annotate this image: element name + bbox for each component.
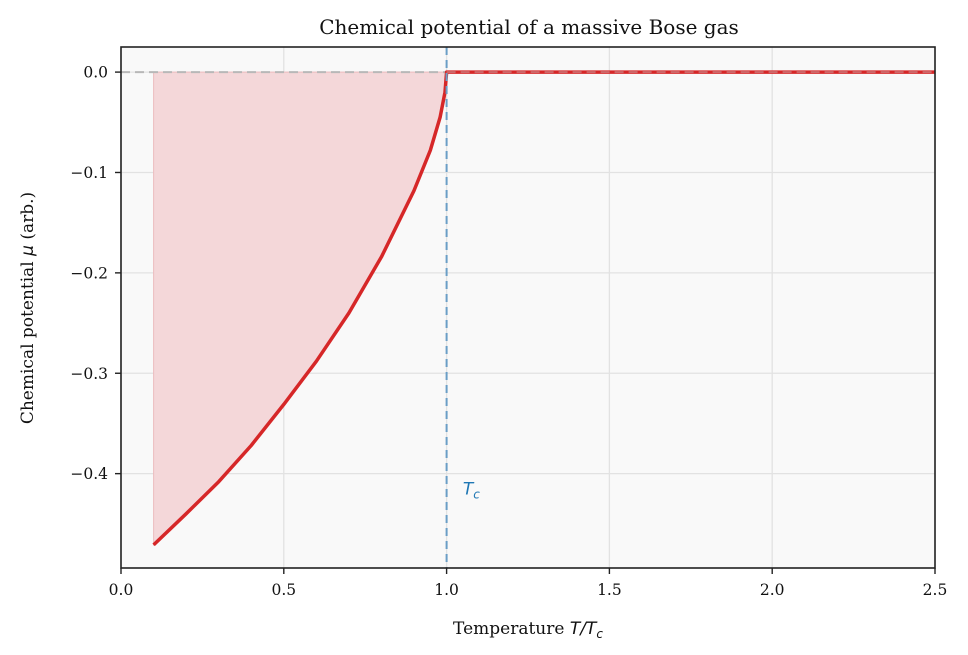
y-tick-label: 0.0 [83, 64, 108, 82]
mu-curve [152, 70, 935, 547]
tc-annotation: Tc [463, 480, 480, 502]
x-axis-ticks: 0.0 0.5 1.0 1.5 2.0 2.5 [109, 568, 948, 599]
y-axis-label: Chemical potential μ (arb.) [18, 192, 38, 424]
y-tick-label: −0.4 [70, 465, 108, 483]
x-tick-label: 0.5 [271, 581, 296, 599]
x-axis-label: Temperature T/Tc [453, 619, 603, 641]
x-tick-label: 2.5 [923, 581, 948, 599]
y-tick-label: −0.2 [70, 264, 108, 282]
x-tick-label: 0.0 [109, 581, 134, 599]
y-tick-label: −0.3 [70, 365, 108, 383]
x-tick-label: 2.0 [760, 581, 785, 599]
x-tick-label: 1.5 [597, 581, 622, 599]
x-tick-label: 1.0 [434, 581, 459, 599]
axes-frame [120, 46, 936, 569]
chart-title: Chemical potential of a massive Bose gas [319, 15, 739, 39]
y-axis-ticks: 0.0 −0.1 −0.2 −0.3 −0.4 [70, 64, 121, 483]
y-tick-label: −0.1 [70, 164, 108, 182]
